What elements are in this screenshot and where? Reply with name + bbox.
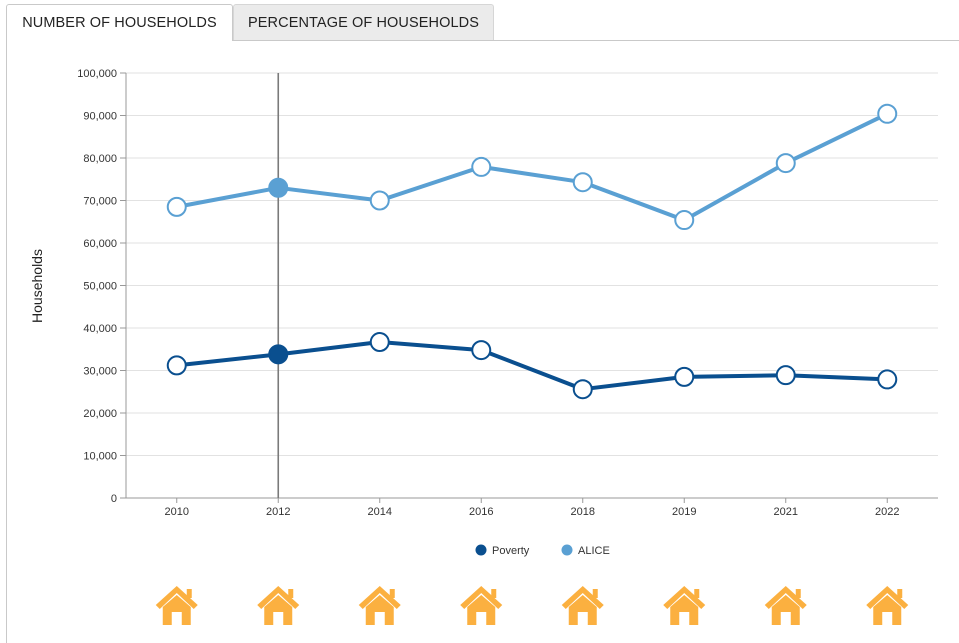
- house-icon: [358, 586, 401, 625]
- y-axis-label: Households: [29, 249, 45, 323]
- house-body: [670, 595, 699, 625]
- grid-lines: [125, 72, 938, 499]
- house-door: [882, 612, 893, 625]
- panel-border: [6, 40, 7, 643]
- legend-marker-poverty: [475, 544, 487, 556]
- y-tick-label: 40,000: [83, 323, 117, 335]
- house-icon-row: [155, 586, 909, 625]
- house-body: [771, 595, 800, 625]
- house-body: [365, 595, 394, 625]
- x-tick-label: 2012: [266, 506, 290, 518]
- house-body: [162, 595, 191, 625]
- y-tick-label: 80,000: [83, 153, 117, 165]
- legend: Poverty ALICE: [475, 544, 610, 557]
- house-door: [577, 612, 588, 625]
- y-axis-ticks: 0 10,000 20,000 30,000 40,000 50,000 60,000 70,…: [77, 68, 126, 505]
- house-door: [476, 612, 487, 625]
- alice-point: [572, 172, 593, 193]
- x-tick-label: 2016: [469, 506, 493, 518]
- legend-label-poverty: Poverty: [492, 545, 530, 557]
- y-tick-label: 50,000: [83, 281, 117, 293]
- x-tick-label: 2022: [875, 506, 899, 518]
- poverty-point: [775, 365, 796, 386]
- y-tick-label: 0: [111, 493, 117, 505]
- series-points: [166, 103, 898, 400]
- house-chimney: [491, 589, 497, 598]
- tab-divider: [233, 40, 959, 41]
- alice-point: [674, 210, 695, 231]
- poverty-point: [877, 369, 898, 390]
- house-chimney: [795, 589, 801, 598]
- alice-point: [369, 190, 390, 211]
- y-tick-label: 10,000: [83, 451, 117, 463]
- tab-number-of-households[interactable]: NUMBER OF HOUSEHOLDS: [6, 4, 233, 41]
- y-tick-label: 100,000: [77, 68, 117, 80]
- y-tick-label: 20,000: [83, 408, 117, 420]
- house-chimney: [897, 589, 903, 598]
- series-lines: [176, 112, 889, 392]
- x-tick-label: 2019: [672, 506, 696, 518]
- house-door: [780, 612, 791, 625]
- house-door: [679, 612, 690, 625]
- house-body: [467, 595, 496, 625]
- tab-percentage-of-households[interactable]: PERCENTAGE OF HOUSEHOLDS: [233, 4, 494, 40]
- house-icon: [257, 586, 300, 625]
- house-icon: [663, 586, 706, 625]
- alice-point: [877, 103, 898, 124]
- alice-point: [775, 153, 796, 174]
- house-chimney: [186, 589, 192, 598]
- alice-point: [471, 156, 492, 177]
- legend-label-alice: ALICE: [578, 545, 610, 557]
- house-door: [171, 612, 182, 625]
- x-tick-label: 2010: [165, 506, 189, 518]
- house-icon: [155, 586, 198, 625]
- poverty-point: [471, 340, 492, 361]
- house-body: [873, 595, 902, 625]
- alice-point: [268, 177, 289, 198]
- tab-bar: NUMBER OF HOUSEHOLDS PERCENTAGE OF HOUSE…: [0, 0, 959, 41]
- y-tick-label: 60,000: [83, 238, 117, 250]
- house-body: [264, 595, 293, 625]
- poverty-line: [176, 340, 888, 392]
- legend-marker-alice: [561, 544, 573, 556]
- poverty-point: [166, 355, 187, 376]
- house-icon: [764, 586, 807, 625]
- x-tick-label: 2014: [368, 506, 392, 518]
- house-chimney: [389, 589, 395, 598]
- alice-line: [176, 112, 889, 223]
- x-axis-ticks: 2010 2012 2014 2016 2018 2019 2021 2022: [165, 498, 899, 518]
- house-chimney: [592, 589, 598, 598]
- house-chimney: [288, 589, 294, 598]
- poverty-point: [369, 332, 390, 353]
- house-icon: [561, 586, 604, 625]
- poverty-point: [674, 366, 695, 387]
- poverty-point: [572, 379, 593, 400]
- poverty-point: [268, 344, 289, 365]
- house-door: [273, 612, 284, 625]
- house-icon: [866, 586, 909, 625]
- y-tick-label: 70,000: [83, 196, 117, 208]
- house-body: [568, 595, 597, 625]
- y-tick-label: 30,000: [83, 366, 117, 378]
- x-tick-label: 2021: [774, 506, 798, 518]
- x-tick-label: 2018: [571, 506, 595, 518]
- house-chimney: [694, 589, 700, 598]
- alice-point: [166, 196, 187, 217]
- house-door: [374, 612, 385, 625]
- house-icon: [460, 586, 503, 625]
- y-tick-label: 90,000: [83, 111, 117, 123]
